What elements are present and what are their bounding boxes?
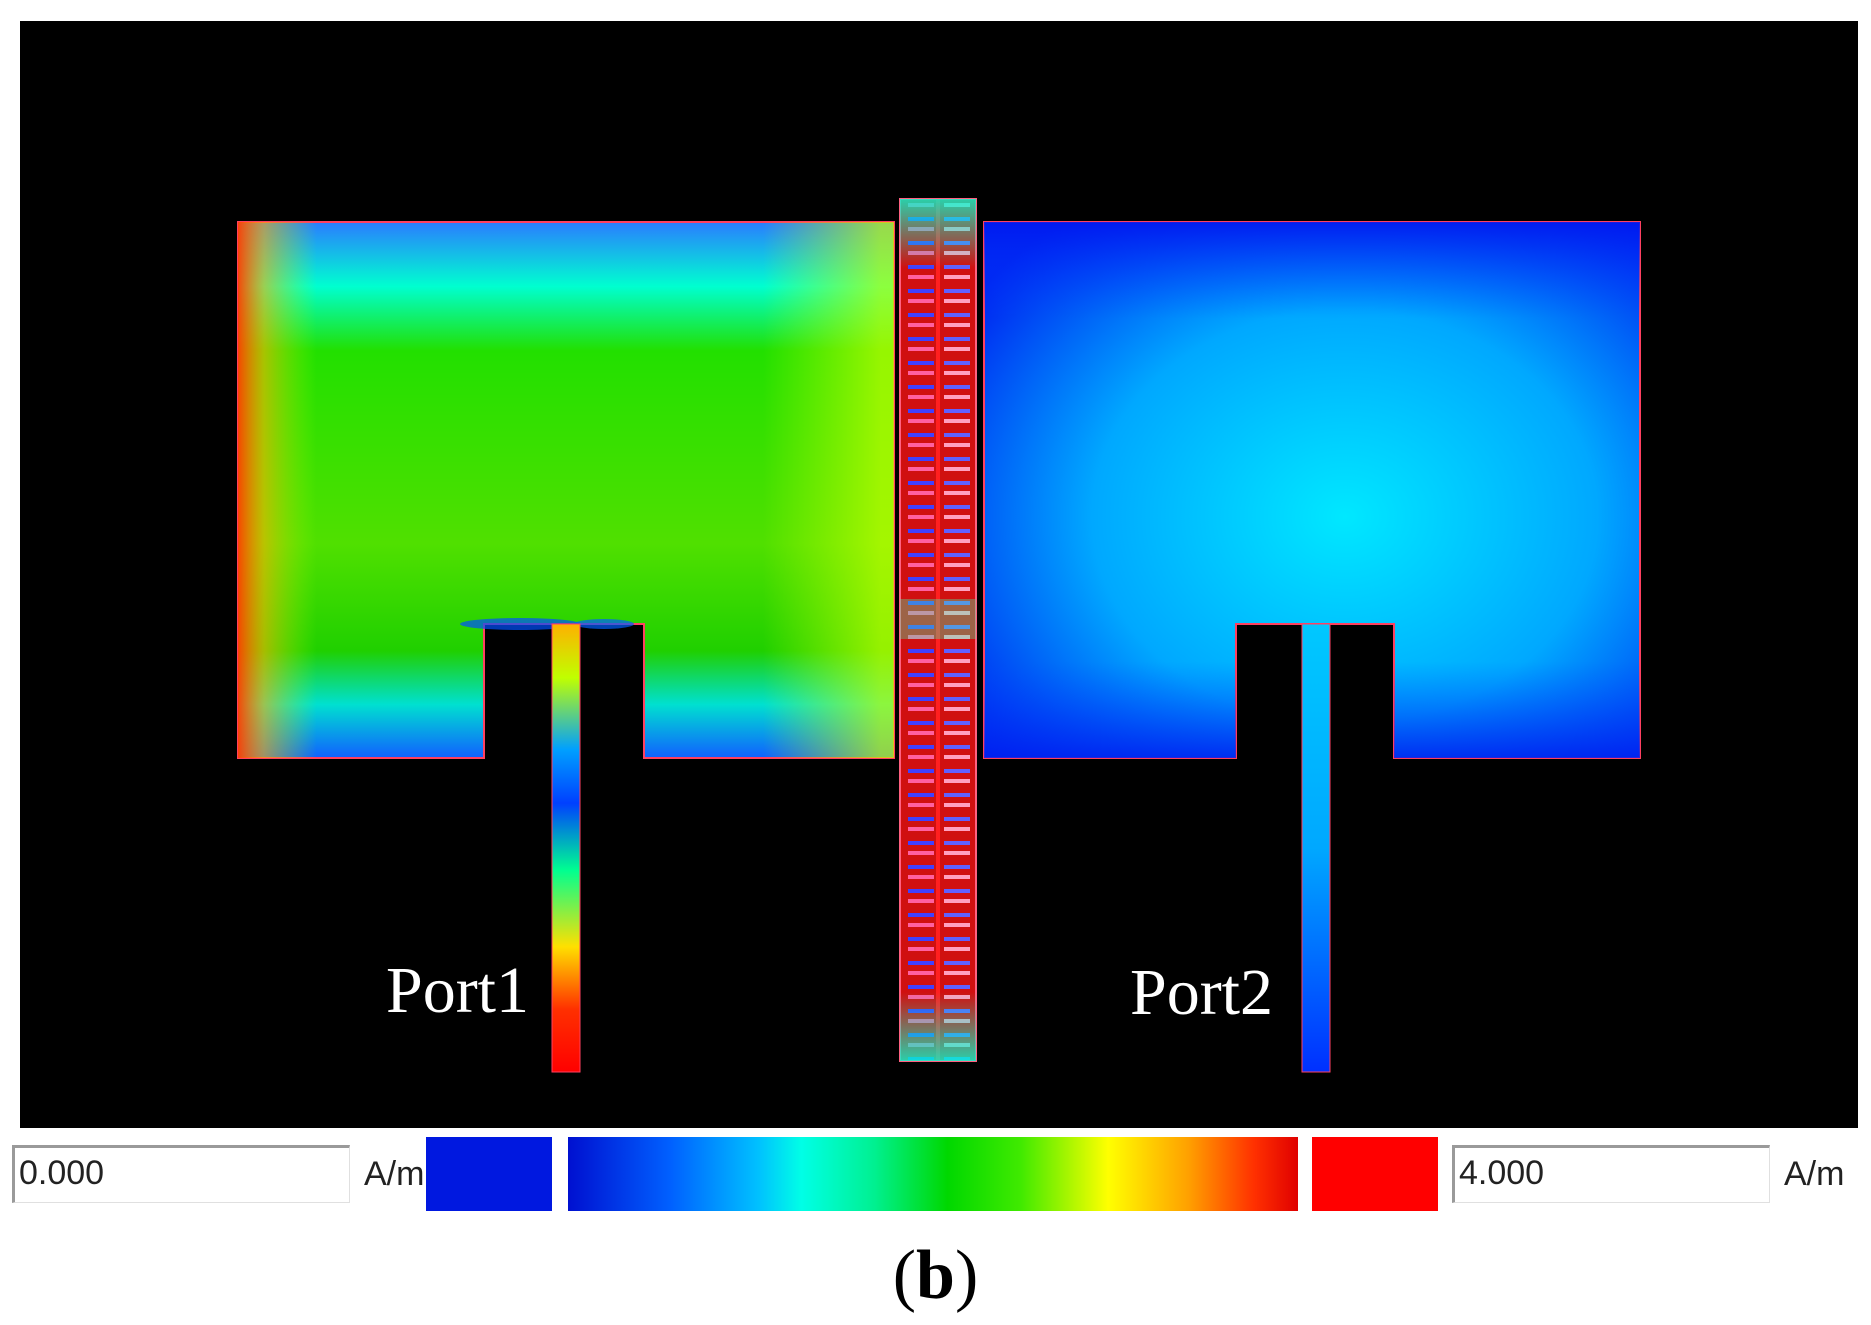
min-unit-label: A/m <box>364 1155 425 1193</box>
above-range-swatch[interactable] <box>1312 1137 1438 1211</box>
field-plot-viewport[interactable]: Port1 Port2 <box>20 21 1858 1128</box>
min-value-field[interactable]: 0.000 <box>12 1145 350 1203</box>
right-feed-line <box>1301 623 1331 1073</box>
left-resonator-patch <box>237 221 895 759</box>
colorbar: 0.000 A/m 4.000 A/m <box>12 1133 1858 1213</box>
right-resonator-patch <box>983 221 1641 759</box>
max-unit-label: A/m <box>1784 1155 1845 1193</box>
coupling-strip <box>899 198 977 1062</box>
port2-label: Port2 <box>1130 956 1274 1029</box>
left-feed-line <box>551 623 581 1073</box>
below-range-swatch[interactable] <box>426 1137 552 1211</box>
figure-label-close: ) <box>954 1237 979 1314</box>
port1-label: Port1 <box>386 954 530 1027</box>
color-scale-gradient <box>568 1137 1298 1211</box>
figure-label-letter: b <box>916 1237 955 1314</box>
figure-label-open: ( <box>892 1237 917 1314</box>
field-plot-canvas <box>237 198 1641 1073</box>
figure-label: (b) <box>0 1236 1871 1316</box>
max-value-field[interactable]: 4.000 <box>1452 1145 1770 1203</box>
